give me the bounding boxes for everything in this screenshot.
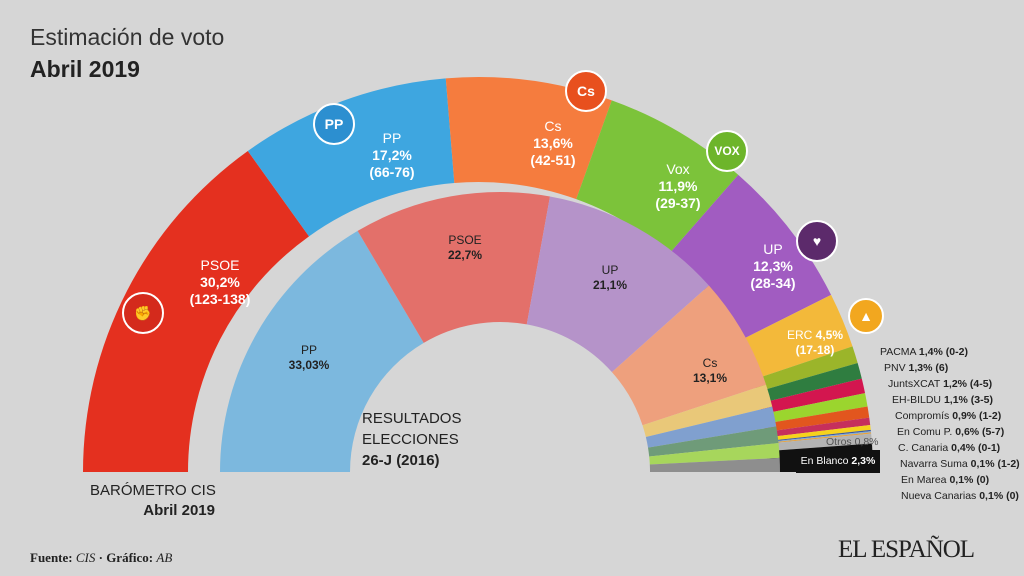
outer-slice-eh-bildu — [762, 393, 868, 424]
outer-slice-c-canaria — [765, 424, 871, 442]
label-c-canaria: C. Canaria 0,4% (0-1) — [898, 442, 1001, 454]
label-erc: ERC 4,5% (17-18) — [786, 328, 844, 357]
outer-slice-otros — [766, 433, 872, 452]
outer-slice-pacma — [752, 346, 858, 392]
source-credit: Fuente: CIS · Gráfico: AB — [30, 550, 173, 565]
label-nueva-canarias: Nueva Canarias 0,1% (0) — [901, 490, 1019, 502]
label-psoe: PSOE 30,2% (123-138) — [189, 257, 251, 307]
outer-ring-title: BARÓMETRO CIS Abril 2019 — [90, 482, 216, 519]
outer-slice-nueva-canarias — [766, 432, 872, 444]
chart-title: Estimación de voto — [30, 24, 225, 50]
label-en-marea: En Marea 0,1% (0) — [901, 474, 990, 486]
label-pnv: PNV 1,3% (6) — [884, 362, 949, 374]
label-otros: Otros 0,8% — [826, 436, 879, 448]
psoe-logo-icon: ✊ — [122, 292, 164, 334]
label-cs: Cs 13,6% (42-51) — [530, 118, 576, 168]
outer-slice-erc — [737, 294, 853, 380]
inner-slice-other-4 — [642, 384, 773, 437]
outer-slice-vox — [576, 100, 739, 254]
label-vox: Vox 11,9% (29-37) — [655, 161, 701, 211]
cs-logo-icon: Cs — [565, 70, 607, 112]
vox-logo-icon: VOX — [706, 130, 748, 172]
chart-subtitle: Abril 2019 — [30, 56, 140, 82]
label-pacma: PACMA 1,4% (0-2) — [880, 346, 968, 358]
label-2016-cs: Cs 13,1% — [692, 356, 728, 385]
inner-slice-other-5 — [645, 406, 777, 448]
outer-slice-juntsxcat — [759, 378, 866, 415]
outer-slice-psoe — [83, 150, 310, 472]
outer-slice-en-comu-p- — [765, 417, 871, 438]
label-2016-psoe: PSOE 22,7% — [447, 233, 483, 262]
label-navarra-suma: Navarra Suma 0,1% (1-2) — [900, 458, 1020, 470]
inner-slice-cs — [611, 285, 767, 426]
label-eh-bildu: EH-BILDU 1,1% (3-5) — [892, 394, 993, 406]
pp-logo-icon: PP — [313, 103, 355, 145]
outer-slice-cs — [445, 77, 612, 200]
outer-slice-comprom-s — [763, 406, 870, 433]
label-pp: PP 17,2% (66-76) — [369, 130, 415, 180]
inner-slice-other-7 — [649, 443, 780, 465]
inner-slice-other-6 — [648, 426, 779, 457]
inner-slice-pp — [220, 230, 424, 472]
inner-slice-psoe — [357, 191, 550, 343]
label-up: UP 12,3% (28-34) — [750, 241, 796, 291]
outer-slice-up — [669, 174, 832, 342]
outer-slice-navarra-suma — [766, 429, 871, 442]
up-logo-icon: ♥ — [796, 220, 838, 262]
erc-logo-icon: ▲ — [848, 298, 884, 334]
label-en-comu-p-: En Comu P. 0,6% (5-7) — [897, 426, 1005, 438]
outer-slice-pnv — [756, 362, 862, 404]
el-espanol-logo: EL ESPAÑOL — [838, 536, 975, 563]
outer-slice-en-marea — [766, 431, 872, 443]
inner-ring-title: RESULTADOS ELECCIONES 26-J (2016) — [362, 410, 462, 469]
label-2016-pp: PP 33,03% — [288, 343, 330, 372]
inner-slice-up — [526, 196, 709, 373]
label-en-blanco: En Blanco 2,3% — [796, 450, 880, 473]
label-juntsxcat: JuntsXCAT 1,2% (4-5) — [888, 378, 993, 390]
label-comprom-s: Compromís 0,9% (1-2) — [895, 410, 1002, 422]
label-2016-up: UP 21,1% — [592, 263, 628, 292]
outer-slice-pp — [247, 78, 455, 237]
inner-slice-other-8 — [649, 457, 780, 472]
